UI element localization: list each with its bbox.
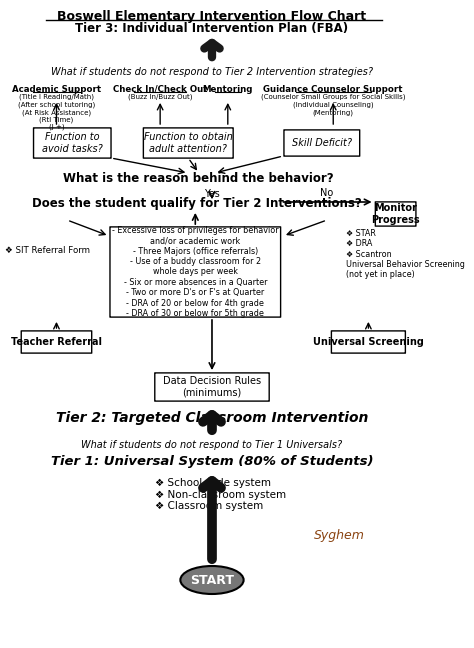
Text: ❖ School wide system
❖ Non-classroom system
❖ Classroom system: ❖ School wide system ❖ Non-classroom sys… (155, 478, 286, 511)
Text: Mentoring: Mentoring (202, 85, 253, 94)
Text: What if students do not respond to Tier 1 Universals?: What if students do not respond to Tier … (82, 440, 343, 450)
Text: Data Decision Rules
(minimums): Data Decision Rules (minimums) (163, 376, 261, 398)
Text: Monitor
Progress: Monitor Progress (371, 203, 420, 225)
Text: No: No (320, 188, 334, 198)
Text: Universal Screening: Universal Screening (313, 337, 424, 347)
FancyBboxPatch shape (284, 130, 360, 156)
Text: Yes: Yes (204, 189, 220, 199)
Text: ❖ STAR
❖ DRA
❖ Scantron
Universal Behavior Screening
(not yet in place): ❖ STAR ❖ DRA ❖ Scantron Universal Behavi… (346, 229, 465, 279)
FancyBboxPatch shape (331, 331, 405, 353)
FancyBboxPatch shape (143, 128, 233, 158)
Text: Tier 2: Targeted Classroom Intervention: Tier 2: Targeted Classroom Intervention (56, 411, 368, 425)
Text: What is the reason behind the behavior?: What is the reason behind the behavior? (64, 172, 334, 185)
FancyBboxPatch shape (110, 227, 281, 317)
Text: Function to obtain
adult attention?: Function to obtain adult attention? (144, 132, 233, 154)
Text: (Buzz In/Buzz Out): (Buzz In/Buzz Out) (128, 94, 192, 100)
Text: (Counselor Small Groups for Social Skills)
(Individual Counseling)
(Mentoring): (Counselor Small Groups for Social Skill… (261, 94, 405, 115)
Text: Skill Deficit?: Skill Deficit? (292, 138, 352, 148)
Text: Guidance Counselor Support: Guidance Counselor Support (264, 85, 403, 94)
Text: (Title I Reading/Math)
(After school tutoring)
(At Risk Assistance)
(Rtl Time)
(: (Title I Reading/Math) (After school tut… (18, 94, 95, 130)
Text: Function to
avoid tasks?: Function to avoid tasks? (42, 132, 103, 154)
Text: Boswell Elementary Intervention Flow Chart: Boswell Elementary Intervention Flow Cha… (57, 10, 366, 23)
Text: ❖ SIT Referral Form: ❖ SIT Referral Form (5, 246, 90, 255)
Text: - Excessive loss of privileges for behavior
and/or academic work
- Three Majors : - Excessive loss of privileges for behav… (112, 226, 279, 318)
Text: What if students do not respond to Tier 2 Intervention strategies?: What if students do not respond to Tier … (51, 67, 373, 77)
Text: Tier 1: Universal System (80% of Students): Tier 1: Universal System (80% of Student… (51, 456, 373, 469)
Text: Check In/Check Out: Check In/Check Out (113, 85, 208, 94)
Text: Does the student qualify for Tier 2 Interventions?: Does the student qualify for Tier 2 Inte… (32, 198, 362, 211)
FancyBboxPatch shape (34, 128, 111, 158)
Text: Academic Support: Academic Support (12, 85, 101, 94)
FancyBboxPatch shape (375, 202, 416, 226)
Text: Tier 3: Individual Intervention Plan (FBA): Tier 3: Individual Intervention Plan (FB… (75, 22, 348, 35)
Text: START: START (190, 573, 234, 586)
FancyBboxPatch shape (155, 373, 269, 401)
Text: Teacher Referral: Teacher Referral (11, 337, 102, 347)
Ellipse shape (180, 566, 244, 594)
FancyBboxPatch shape (21, 331, 91, 353)
Text: Syghem: Syghem (314, 529, 365, 542)
